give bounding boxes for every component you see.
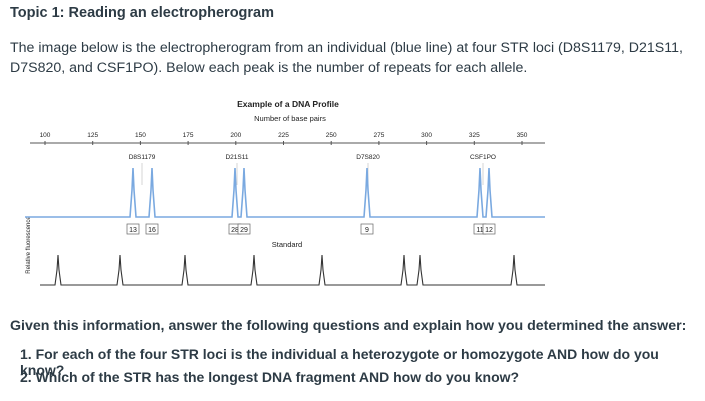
allele-label: 16 <box>148 227 156 234</box>
sample-trace <box>25 167 545 218</box>
allele-label: 29 <box>240 227 248 234</box>
tick-label: 150 <box>135 132 146 139</box>
allele-label: 12 <box>485 227 493 234</box>
intro-paragraph: The image below is the electropherogram … <box>10 40 683 76</box>
figure-title: Example of a DNA Profile <box>237 99 339 109</box>
y-axis-label: Relative fluorescence <box>26 216 32 274</box>
allele-box <box>126 223 140 235</box>
allele-box <box>237 223 251 235</box>
allele-label: 11 <box>476 227 483 234</box>
locus-label: D21S11 <box>225 154 248 161</box>
allele-label: 13 <box>129 227 137 234</box>
topic-title: Topic 1: Reading an electropherogram <box>10 5 275 21</box>
question: 1. For each of the four STR loci is the … <box>20 346 659 378</box>
tick-label: 350 <box>517 132 528 139</box>
allele-label: 9 <box>365 227 369 234</box>
tick-label: 325 <box>469 132 480 139</box>
allele-label: 28 <box>231 227 239 234</box>
questions-prompt: Given this information, answer the follo… <box>10 318 687 334</box>
tick-label: 175 <box>183 132 194 139</box>
allele-box <box>482 223 496 235</box>
tick-label: 100 <box>40 132 51 139</box>
tick-label: 300 <box>421 132 432 139</box>
locus-label: CSF1PO <box>470 154 496 161</box>
tick-label: 200 <box>230 132 241 139</box>
axis-label: Number of base pairs <box>254 114 326 123</box>
allele-box <box>145 223 159 235</box>
locus-label: D7S820 <box>356 154 380 161</box>
tick-label: 125 <box>87 132 98 139</box>
allele-box <box>360 223 374 235</box>
standard-label: Standard <box>272 240 302 249</box>
tick-label: 250 <box>326 132 337 139</box>
tick-label: 225 <box>278 132 289 139</box>
question: 2. Which of the STR has the longest DNA … <box>20 369 520 385</box>
tick-label: 275 <box>373 132 384 139</box>
standard-trace <box>40 254 545 286</box>
locus-label: D8S1179 <box>129 154 156 161</box>
